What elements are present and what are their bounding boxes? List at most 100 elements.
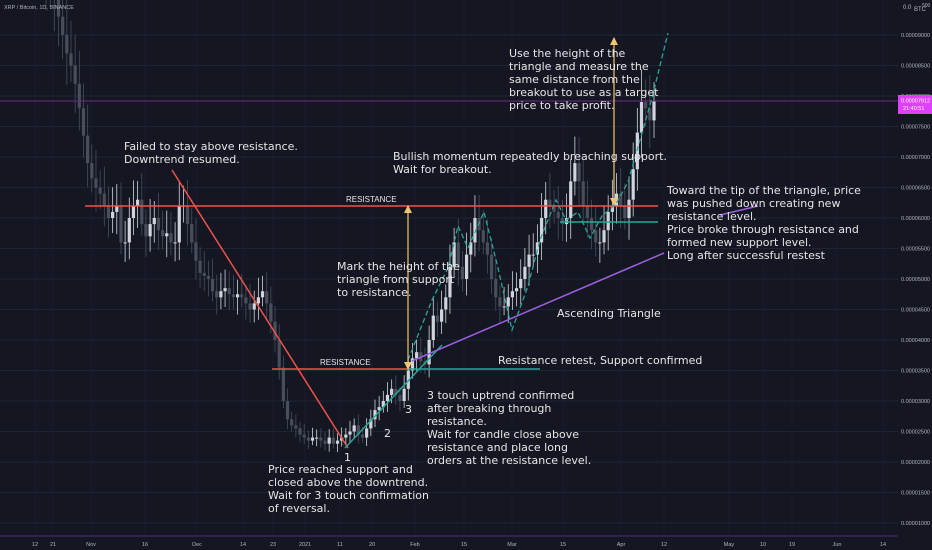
candle-body (456, 242, 460, 267)
candle-body (331, 437, 335, 444)
price-tick-label: 0.00008500 (901, 64, 930, 70)
time-tick-label: 16 (142, 542, 148, 548)
candle-body (610, 205, 614, 212)
time-tick-label: 12 (32, 542, 38, 548)
candle-body (410, 358, 415, 371)
candle-body (585, 205, 589, 218)
candle-body (140, 199, 144, 225)
candle-body (161, 230, 165, 237)
time-tick-label: Dec (192, 542, 202, 548)
drawings (85, 32, 759, 449)
candle-body (173, 242, 177, 244)
time-tick-label: 2021 (299, 542, 311, 548)
candle-body (506, 297, 510, 307)
candle-body (202, 272, 206, 276)
candle-body (648, 108, 652, 121)
candle-body (598, 242, 602, 244)
candle-body (90, 163, 94, 179)
candle-body (498, 297, 502, 307)
candle-body (61, 16, 65, 35)
candle-body (385, 394, 390, 401)
currency-label: BTC (914, 7, 927, 13)
candle-body (535, 242, 539, 255)
candle-body (127, 218, 131, 243)
grid-lines (0, 34, 898, 524)
target-arrow-down (610, 198, 618, 206)
price-axis-panel[interactable] (898, 0, 932, 534)
annotation-toward-tip: Toward the tip of the triangle, price wa… (666, 184, 864, 262)
candle-body (165, 233, 169, 237)
time-tick-label: 15 (560, 542, 566, 548)
candle-body (348, 431, 352, 435)
candle-body (277, 340, 281, 368)
measure-arrow-down (404, 362, 412, 370)
candle-body (589, 218, 594, 231)
candle-body (69, 53, 73, 66)
candle-body (519, 279, 523, 289)
candle-body (294, 425, 298, 429)
candle-body (169, 233, 173, 243)
candle-body (119, 205, 123, 243)
price-tick-label: 0.00004500 (901, 308, 930, 314)
time-tick-label: 20 (369, 542, 375, 548)
candle-body (502, 306, 506, 308)
candle-body (198, 260, 202, 273)
candle-body (469, 242, 473, 255)
candle-body (440, 309, 444, 322)
annotation-failed: Failed to stay above resistance. Downtre… (124, 140, 301, 166)
price-tick-label: 0.00004000 (901, 338, 930, 344)
time-axis[interactable]: 12 21 Nov 16 Dec 14 23 2021 11 20 Feb 15 Mar 15 Apr 12 M… (32, 542, 886, 548)
candle-body (335, 440, 340, 444)
time-tick-label: 14 (880, 542, 886, 548)
candle-body (564, 218, 569, 225)
time-tick-label: Feb (410, 542, 419, 548)
candle-body (481, 230, 485, 243)
price-tick-label: 0.00002000 (901, 460, 930, 466)
candle-body (431, 315, 435, 340)
candle-body (86, 135, 90, 164)
countdown-value: 21:40:51 (903, 106, 924, 112)
candle-body (527, 254, 531, 267)
candle-body (369, 419, 373, 429)
candle-body (327, 437, 331, 444)
candle-body (73, 65, 77, 84)
annotation-price-reached: Price reached support and closed above t… (268, 463, 432, 515)
candle-body (77, 83, 81, 109)
label-resistance-upper: RESISTANCE (346, 195, 397, 204)
time-tick-label: Apr (617, 542, 626, 548)
ascending-support-line (411, 252, 665, 362)
price-tick-label: 0.00003000 (901, 399, 930, 405)
annotation-three-touch: 3 touch uptrend confirmed after breaking… (427, 389, 591, 467)
candle-body (473, 218, 477, 243)
annotation-bullish: Bullish momentum repeatedly breaching su… (393, 150, 670, 176)
candle-body (365, 428, 369, 438)
target-arrow-up (610, 37, 618, 45)
candle-body (352, 425, 356, 432)
candle-body (544, 199, 548, 218)
candle-body (548, 199, 552, 206)
candle-body (185, 205, 190, 225)
candle-body (144, 224, 148, 237)
candle-body (394, 388, 398, 395)
candle-body (460, 266, 465, 279)
candle-body (569, 181, 573, 218)
candle-body (444, 297, 448, 310)
price-tick-label: 0.00006000 (901, 216, 930, 222)
candle-body (231, 294, 235, 298)
candle-body (552, 205, 556, 212)
time-tick-label: 19 (789, 542, 795, 548)
candle-body (310, 437, 315, 441)
triangle-tip-line (719, 205, 759, 216)
touch-2-label: 2 (384, 427, 391, 440)
axis-top-value: 500 (922, 3, 931, 9)
time-tick-label: 11 (337, 542, 343, 548)
candle-body (156, 218, 161, 231)
annotation-ascending-triangle: Ascending Triangle (557, 307, 661, 320)
annotation-mark-height: Mark the height of the triangle from sup… (337, 260, 463, 299)
time-tick-label: 12 (661, 542, 667, 548)
candle-body (223, 288, 227, 292)
candle-body (227, 288, 231, 295)
candle-body (573, 163, 577, 182)
candle-body (265, 291, 269, 304)
